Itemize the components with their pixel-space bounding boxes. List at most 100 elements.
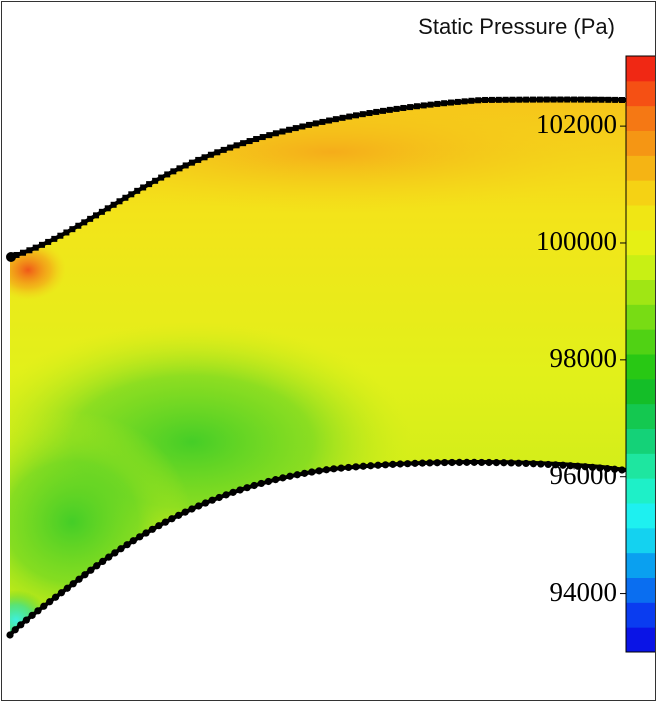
wall-marker xyxy=(550,96,557,103)
wall-marker xyxy=(57,589,66,597)
wall-marker xyxy=(122,194,129,201)
wall-marker xyxy=(208,496,216,504)
wall-marker xyxy=(123,541,131,549)
wall-marker xyxy=(28,611,36,619)
lower-wall-markers xyxy=(6,458,626,639)
colorbar-band xyxy=(626,80,655,107)
wall-marker xyxy=(181,508,189,516)
wall-marker xyxy=(381,461,390,469)
wall-marker xyxy=(330,465,338,473)
wall-marker xyxy=(618,466,626,474)
wall-marker xyxy=(51,235,58,242)
wall-marker xyxy=(418,459,427,467)
colorbar-band xyxy=(626,354,655,380)
wall-marker xyxy=(229,488,237,496)
wall-marker xyxy=(367,462,375,470)
wall-marker xyxy=(214,149,221,156)
colorbar-band xyxy=(626,229,655,256)
colorbar-band xyxy=(626,304,655,330)
wall-marker xyxy=(373,108,380,115)
wall-marker xyxy=(352,463,360,471)
wall-marker xyxy=(6,631,14,639)
colorbar-band xyxy=(626,478,655,504)
wall-marker xyxy=(63,584,71,592)
colorbar-band xyxy=(626,279,655,305)
wall-marker xyxy=(543,96,550,103)
colorbar-band xyxy=(626,105,655,131)
wall-marker xyxy=(322,466,331,474)
wall-marker xyxy=(182,162,189,169)
wall-marker xyxy=(250,481,258,490)
wall-marker xyxy=(315,467,323,475)
wall-marker xyxy=(32,244,39,251)
wall-marker xyxy=(420,102,427,109)
wall-marker xyxy=(128,191,135,198)
wall-marker xyxy=(529,460,538,468)
wall-marker xyxy=(522,459,530,468)
colorbar-band xyxy=(626,552,655,578)
wall-marker xyxy=(500,459,508,467)
wall-marker xyxy=(158,174,165,181)
wall-marker xyxy=(104,205,111,212)
wall-marker xyxy=(168,515,176,523)
wall-marker xyxy=(574,462,582,470)
wall-marker xyxy=(233,142,240,149)
wall-marker xyxy=(195,502,203,510)
wall-marker xyxy=(426,459,434,467)
wall-marker xyxy=(98,208,105,215)
wall-marker xyxy=(246,138,253,145)
wall-marker xyxy=(155,522,163,530)
wall-marker xyxy=(20,249,27,256)
wall-marker xyxy=(433,459,441,467)
wall-marker xyxy=(279,128,286,135)
wall-marker xyxy=(389,460,397,468)
wall-marker xyxy=(174,511,183,519)
colorbar-tick-label: 100000 xyxy=(536,225,617,256)
wall-marker xyxy=(591,96,598,103)
wall-marker xyxy=(434,100,441,107)
wall-marker xyxy=(129,537,137,545)
wall-marker xyxy=(215,493,223,502)
wall-marker xyxy=(374,461,382,469)
wall-marker xyxy=(396,460,404,468)
wall-marker xyxy=(75,575,83,583)
wall-marker xyxy=(482,96,489,103)
wall-marker xyxy=(227,144,234,151)
colorbar-tick-label: 102000 xyxy=(536,109,617,140)
wall-marker xyxy=(264,477,273,486)
wall-marker xyxy=(279,474,287,482)
wall-marker xyxy=(557,96,564,103)
wall-marker xyxy=(51,593,60,601)
wall-marker xyxy=(523,96,530,103)
wall-marker xyxy=(22,616,30,624)
wall-marker xyxy=(45,238,52,245)
colorbar-band xyxy=(626,403,655,429)
wall-marker xyxy=(11,626,19,634)
wall-marker xyxy=(38,241,45,248)
wall-marker xyxy=(152,177,159,184)
wall-marker xyxy=(339,114,346,121)
wall-marker xyxy=(243,484,251,492)
colorbar-band xyxy=(626,503,655,529)
wall-marker xyxy=(454,98,461,105)
wall-marker xyxy=(293,471,301,479)
wall-marker xyxy=(407,104,414,111)
wall-marker xyxy=(530,96,537,103)
wall-marker xyxy=(188,159,195,166)
wall-marker xyxy=(448,458,456,467)
wall-marker xyxy=(447,99,454,106)
wall-marker xyxy=(161,518,169,526)
wall-marker xyxy=(603,464,611,473)
wall-marker xyxy=(380,107,387,114)
colorbar-band xyxy=(626,155,655,181)
wall-marker xyxy=(463,458,471,466)
wall-marker xyxy=(93,562,101,570)
wall-marker xyxy=(299,123,306,130)
wall-marker xyxy=(332,116,339,123)
wall-marker xyxy=(117,545,125,553)
wall-marker xyxy=(502,96,509,103)
wall-marker xyxy=(306,121,313,128)
wall-marker xyxy=(195,156,202,163)
wall-marker xyxy=(116,198,123,205)
wall-marker xyxy=(271,476,280,484)
